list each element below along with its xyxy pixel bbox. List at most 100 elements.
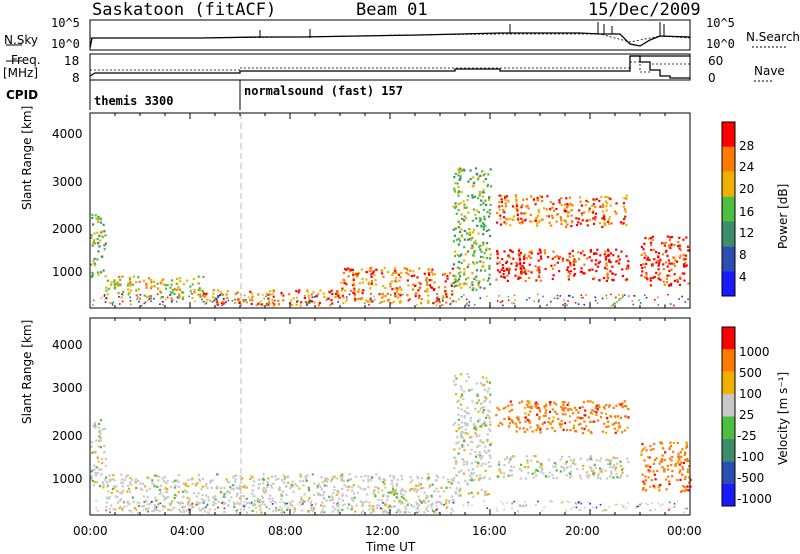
data-cell (477, 284, 480, 287)
data-cell (595, 212, 598, 215)
data-cell (360, 511, 363, 514)
data-cell (644, 489, 648, 492)
data-cell (281, 507, 283, 510)
data-cell (550, 264, 553, 267)
data-cell (676, 460, 679, 463)
data-cell (398, 301, 402, 304)
data-cell (561, 401, 564, 404)
data-cell (399, 300, 402, 303)
data-cell (516, 510, 519, 512)
data-cell (682, 468, 685, 471)
data-cell (489, 465, 492, 468)
data-cell (179, 510, 182, 513)
data-cell (452, 263, 456, 266)
data-cell (436, 293, 438, 295)
data-cell (423, 491, 426, 494)
data-cell (605, 425, 608, 428)
data-cell (680, 461, 683, 464)
data-cell (473, 277, 476, 280)
data-cell (583, 254, 586, 257)
data-cell (375, 473, 378, 476)
data-cell (500, 268, 503, 271)
data-cell (537, 214, 540, 217)
data-cell (673, 506, 676, 508)
data-cell (134, 478, 138, 481)
data-cell (670, 236, 673, 239)
data-cell (126, 284, 129, 287)
data-cell (565, 460, 568, 463)
data-cell (475, 435, 478, 438)
data-cell (676, 479, 679, 482)
data-cell (181, 296, 184, 299)
data-cell (616, 429, 619, 432)
data-cell (114, 495, 117, 498)
data-cell (444, 286, 447, 289)
data-cell (559, 426, 562, 429)
data-cell (505, 222, 508, 225)
data-cell (99, 271, 103, 274)
data-cell (624, 415, 627, 418)
data-cell (291, 504, 294, 507)
xtick-2400: 00:00 (667, 524, 702, 538)
data-cell (159, 303, 161, 305)
data-cell (390, 482, 394, 485)
data-cell (565, 221, 568, 224)
data-cell (659, 483, 662, 487)
data-cell (263, 297, 265, 300)
data-cell (348, 478, 351, 481)
data-cell (453, 274, 456, 277)
data-cell (390, 294, 392, 296)
data-cell (343, 282, 346, 285)
data-cell (542, 207, 546, 210)
data-cell (650, 448, 653, 452)
data-cell (464, 206, 467, 209)
data-cell (331, 510, 334, 513)
data-cell (265, 295, 267, 298)
data-cell (624, 294, 626, 296)
data-cell (228, 491, 231, 494)
data-cell (537, 221, 540, 224)
data-cell (426, 283, 429, 286)
data-cell (502, 216, 506, 219)
data-cell (335, 292, 338, 295)
data-cell (479, 269, 483, 272)
data-cell (496, 510, 499, 512)
data-cell (478, 477, 481, 480)
data-cell (258, 500, 261, 503)
data-cell (589, 456, 593, 459)
data-cell (503, 221, 506, 224)
data-cell (461, 217, 464, 220)
data-cell (665, 277, 668, 280)
data-cell (162, 508, 164, 510)
data-cell (476, 445, 479, 448)
data-cell (483, 400, 486, 403)
data-cell (521, 221, 524, 224)
data-cell (498, 205, 501, 208)
vel-cbar-tick-500: 500 (739, 366, 762, 380)
data-cell (586, 219, 589, 222)
data-cell (425, 497, 428, 500)
data-cell (524, 477, 528, 480)
data-cell (503, 472, 506, 475)
data-cell (638, 299, 640, 302)
data-cell (682, 257, 685, 260)
data-cell (455, 461, 458, 464)
data-cell (415, 503, 418, 505)
data-cell (383, 482, 386, 486)
data-cell (599, 477, 602, 480)
data-cell (442, 297, 445, 299)
data-cell (482, 208, 485, 211)
data-cell (520, 272, 523, 275)
data-cell (478, 220, 481, 223)
data-cell (515, 261, 518, 264)
data-cell (657, 252, 660, 255)
data-cell (552, 477, 555, 480)
data-cell (379, 507, 382, 509)
data-cell (668, 509, 670, 511)
data-cell (567, 275, 570, 278)
data-cell (219, 487, 222, 490)
data-cell (463, 238, 466, 241)
data-cell (680, 455, 683, 458)
data-cell (155, 499, 158, 502)
data-cell (461, 444, 464, 447)
